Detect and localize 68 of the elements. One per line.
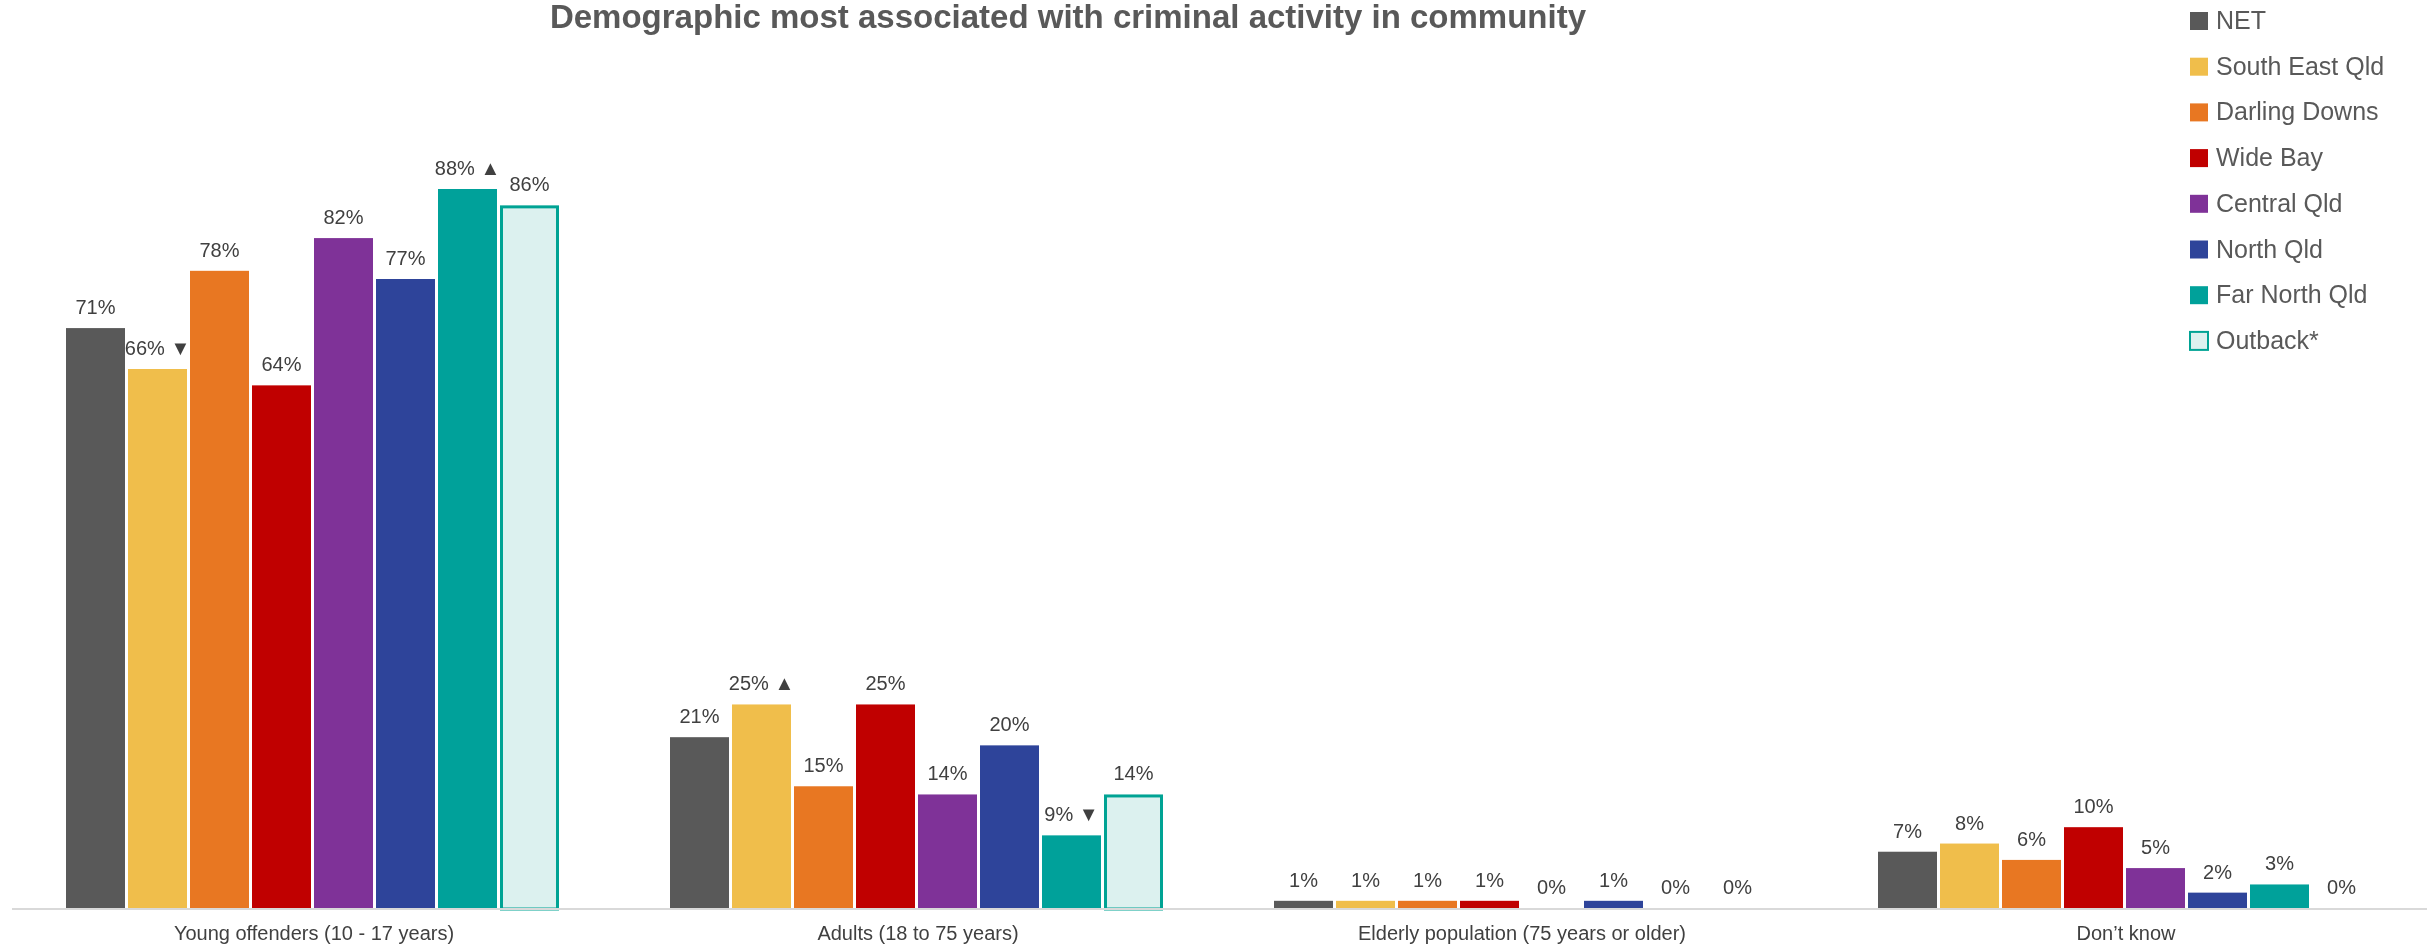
data-label: 25% ▲ [728,672,795,695]
legend-label: Darling Downs [2216,97,2379,126]
x-tick-label: Don’t know [2076,922,2177,944]
data-label: 1% [1351,868,1381,891]
data-label: 1% [1289,868,1319,891]
legend-label: Outback* [2216,325,2320,354]
data-label: 21% [679,705,720,728]
data-label: 86% [509,173,550,196]
bar [1042,835,1101,909]
bar [314,238,373,909]
data-label: 0% [1537,876,1567,898]
data-label: 3% [2265,852,2295,875]
bar [2002,859,2061,909]
data-label: 82% [323,206,364,229]
data-label: 66% ▼ [124,337,191,359]
data-label: 64% [261,353,302,376]
bar [856,704,915,909]
bar [794,786,853,909]
legend-label: Far North Qld [2216,280,2368,309]
data-label: 71% [75,296,116,319]
bar [2188,892,2247,909]
data-label: 0% [1661,876,1691,898]
data-label: 0% [1723,876,1753,898]
data-label: 8% [1955,811,1985,834]
bar [1104,794,1163,911]
legend-label: North Qld [2216,234,2323,263]
legend-label: Central Qld [2216,188,2343,217]
x-tick-label: Young offenders (10 - 17 years) [173,922,455,944]
data-label: 1% [1599,868,1629,891]
bar [1878,851,1937,909]
data-label: 5% [2141,836,2171,859]
data-label: 77% [385,247,426,269]
legend-label: NET [2216,6,2266,34]
data-label: 88% ▲ [434,157,501,179]
data-label: 1% [1413,868,1443,891]
data-label: 14% [1113,762,1154,785]
data-label: 7% [1893,819,1923,842]
bar [1940,843,1999,909]
data-label: 14% [927,762,968,785]
bar [500,205,559,911]
bar [252,385,311,909]
bar [980,745,1039,909]
data-label: 15% [803,754,844,777]
data-label: 1% [1475,868,1505,891]
legend-label: South East Qld [2216,51,2385,80]
bar [190,270,249,909]
bar [2126,868,2185,909]
data-label: 10% [2073,795,2114,818]
bar [732,704,791,909]
bar [376,279,435,909]
data-label: 6% [2017,827,2047,850]
bar [918,794,977,909]
data-label: 9% ▼ [1044,803,1099,826]
x-tick-label: Elderly population (75 years or older) [1358,922,1686,944]
data-label: 25% [865,672,906,695]
legend-label: Wide Bay [2216,143,2324,172]
data-label: 78% [199,238,240,261]
data-label: 0% [2327,876,2357,898]
chart-title: Demographic most associated with criminal activity in community [549,0,1587,35]
data-label: 2% [2203,860,2233,883]
bar [2250,884,2309,909]
x-tick-label: Adults (18 to 75 years) [817,922,1019,944]
bar [438,189,497,909]
bar [670,737,729,909]
bar [128,369,187,909]
data-label: 20% [989,713,1030,736]
bar [2064,827,2123,909]
bar [66,328,125,909]
